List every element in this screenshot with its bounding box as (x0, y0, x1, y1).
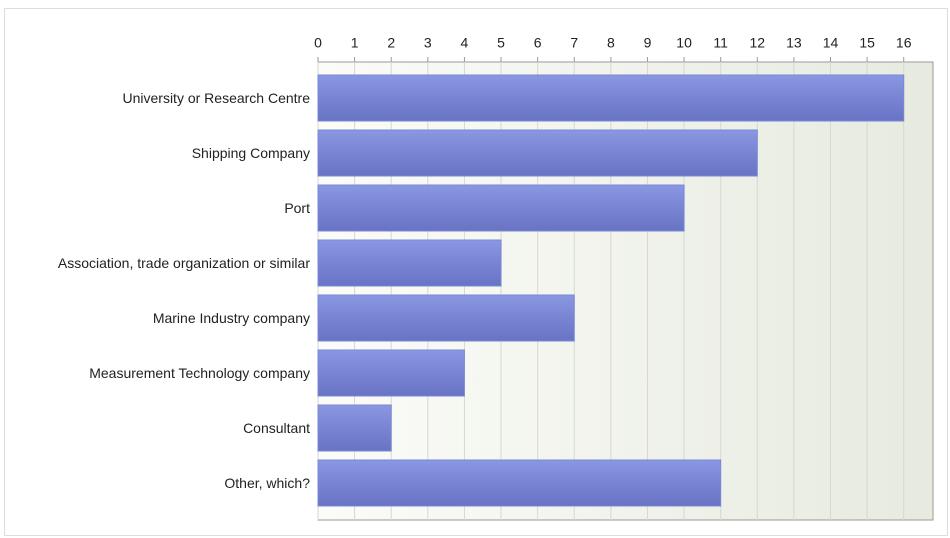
y-tick-label: University or Research Centre (122, 90, 310, 106)
y-tick-label: Marine Industry company (152, 310, 310, 326)
bar (317, 184, 685, 232)
y-tick-label: Consultant (243, 420, 310, 436)
x-tick-label: 6 (534, 35, 542, 51)
bar (317, 129, 758, 177)
x-tick-label: 7 (570, 35, 578, 51)
x-tick-label: 15 (859, 35, 875, 51)
x-tick-label: 4 (461, 35, 469, 51)
y-tick-label: Association, trade organization or simil… (57, 255, 310, 271)
y-tick-label: Port (284, 200, 310, 216)
x-tick-label: 2 (387, 35, 395, 51)
x-tick-label: 12 (749, 35, 765, 51)
bar (317, 349, 465, 397)
x-tick-label: 13 (786, 35, 802, 51)
x-tick-label: 16 (896, 35, 912, 51)
x-tick-label: 9 (644, 35, 652, 51)
x-tick-label: 10 (676, 35, 692, 51)
x-tick-label: 0 (314, 35, 322, 51)
bar (317, 239, 502, 287)
x-tick-label: 8 (607, 35, 615, 51)
y-tick-label: Other, which? (224, 475, 310, 491)
bar (317, 459, 722, 507)
bar (317, 74, 905, 122)
bar (317, 404, 392, 452)
x-tick-label: 3 (424, 35, 432, 51)
x-tick-label: 11 (713, 35, 728, 51)
x-tick-label: 14 (823, 35, 839, 51)
x-tick-label: 5 (497, 35, 505, 51)
y-tick-label: Measurement Technology company (89, 365, 310, 381)
x-tick-label: 1 (351, 35, 359, 51)
frame (4, 8, 948, 536)
bar (317, 294, 575, 342)
y-tick-label: Shipping Company (191, 145, 310, 161)
